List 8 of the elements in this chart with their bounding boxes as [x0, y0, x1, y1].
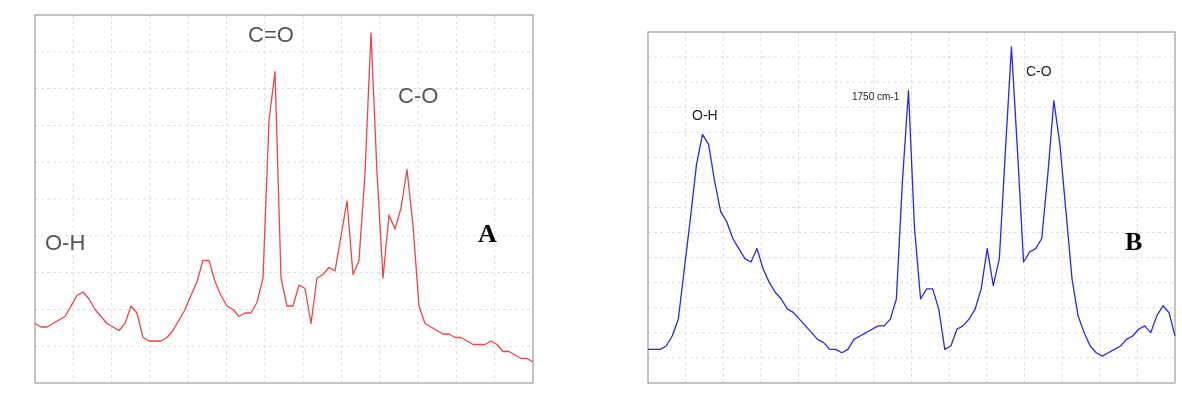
annotation: A — [478, 219, 497, 248]
annotation: O-H — [692, 107, 718, 123]
annotation: 1750 cm-1 — [852, 91, 900, 102]
annotation: B — [1125, 227, 1143, 256]
annotation: C-O — [1026, 63, 1052, 79]
annotation: O-H — [45, 230, 86, 255]
annotation: C-O — [398, 83, 439, 108]
annotation: C=O — [248, 22, 294, 47]
